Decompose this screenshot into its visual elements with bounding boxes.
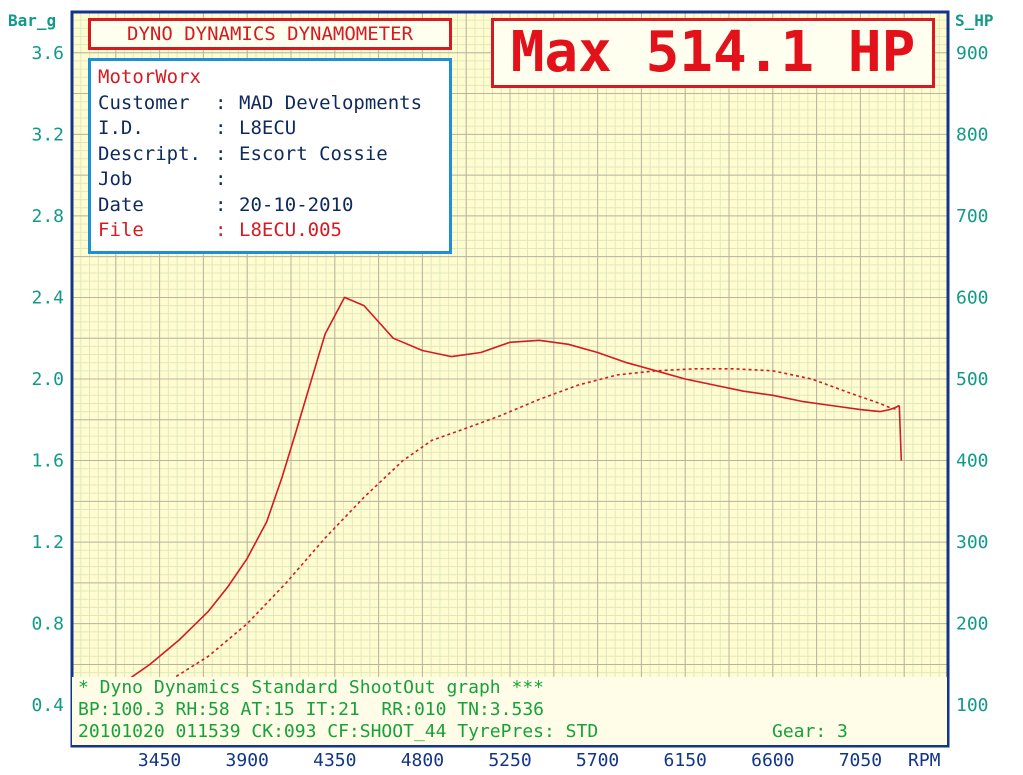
left-tick-label: 3.2	[31, 124, 64, 145]
right-tick-label: 700	[956, 206, 989, 227]
footer-line-2: BP:100.3 RH:58 AT:15 IT:21 RR:010 TN:3.5…	[78, 699, 544, 720]
info-label: Customer	[98, 91, 190, 114]
footer-line-3: 20101020 011539 CK:093 CF:SHOOT_44 TyreP…	[72, 721, 947, 743]
info-row-descript: Descript.: Escort Cossie	[98, 142, 449, 168]
right-tick-label: 400	[956, 451, 989, 472]
info-label: File	[98, 219, 144, 241]
left-axis-title: Bar_g	[8, 11, 56, 30]
boost-curve-solid	[91, 296, 900, 706]
axis-ticks: 0.4 0.8 1.2 1.6 2.0 2.4 2.8 3.2 3.6 100 200 300 400 5…	[31, 43, 988, 771]
left-tick-label: 0.8	[31, 614, 64, 635]
x-tick-label: 5700	[576, 750, 619, 771]
chart-title: DYNO DYNAMICS DYNAMOMETER	[88, 18, 452, 50]
right-tick-label: 200	[956, 614, 989, 635]
x-tick-label: 4350	[313, 750, 356, 771]
info-label: I.D.	[98, 117, 144, 139]
right-tick-label: 600	[956, 287, 989, 308]
info-value: L8ECU	[239, 117, 297, 139]
left-tick-label: 0.4	[31, 695, 64, 716]
boost-curve-solid	[898, 405, 903, 461]
shop-name: MotorWorx	[98, 66, 201, 88]
footer-line-3-text: 20101020 011539 CK:093 CF:SHOOT_44 TyreP…	[78, 721, 599, 742]
info-row-id: I.D.: L8ECU	[98, 116, 449, 142]
left-tick-label: 1.6	[31, 451, 64, 472]
power-curve-dashed	[91, 367, 898, 723]
left-tick-label: 3.6	[31, 43, 64, 64]
x-tick-label: 3900	[226, 750, 269, 771]
gear-readout: Gear: 3	[772, 721, 848, 742]
info-row-customer: Customer: MAD Developments	[98, 91, 449, 117]
x-tick-label: 3450	[138, 750, 181, 771]
footer-line-1: * Dyno Dynamics Standard ShootOut graph …	[78, 677, 544, 698]
run-info-panel: MotorWorx Customer: MAD Developments I.D.…	[88, 58, 452, 254]
left-tick-label: 2.4	[31, 287, 64, 308]
x-tick-label: 5250	[488, 750, 531, 771]
info-value: MAD Developments	[239, 91, 423, 114]
left-tick-label: 2.0	[31, 369, 64, 390]
run-conditions-footer: * Dyno Dynamics Standard ShootOut graph …	[72, 677, 947, 745]
max-hp-readout: Max 514.1 HP	[491, 18, 935, 88]
info-label: Job	[98, 168, 133, 190]
x-tick-label: 6600	[751, 750, 794, 771]
x-axis-unit: RPM	[908, 750, 941, 771]
info-row-file: File: L8ECU.005	[98, 218, 449, 244]
info-label: Date	[98, 193, 144, 216]
right-axis-title: S_HP	[955, 11, 994, 30]
right-tick-label: 500	[956, 369, 989, 390]
left-tick-label: 2.8	[31, 206, 64, 227]
left-tick-label: 1.2	[31, 532, 64, 553]
info-value: Escort Cossie	[239, 142, 388, 165]
x-tick-label: 6150	[664, 750, 707, 771]
info-value: 20-10-2010	[239, 193, 354, 216]
right-tick-label: 800	[956, 124, 989, 145]
right-tick-label: 900	[956, 43, 989, 64]
x-tick-label: 4800	[401, 750, 444, 771]
right-tick-label: 300	[956, 532, 989, 553]
right-tick-label: 100	[956, 695, 989, 716]
info-value: L8ECU.005	[239, 219, 342, 241]
x-tick-label: 7050	[839, 750, 882, 771]
info-row-job: Job:	[98, 167, 449, 193]
info-label: Descript.	[98, 142, 201, 165]
plot-frame	[70, 10, 950, 748]
info-row-date: Date:20-10-2010	[98, 193, 449, 219]
